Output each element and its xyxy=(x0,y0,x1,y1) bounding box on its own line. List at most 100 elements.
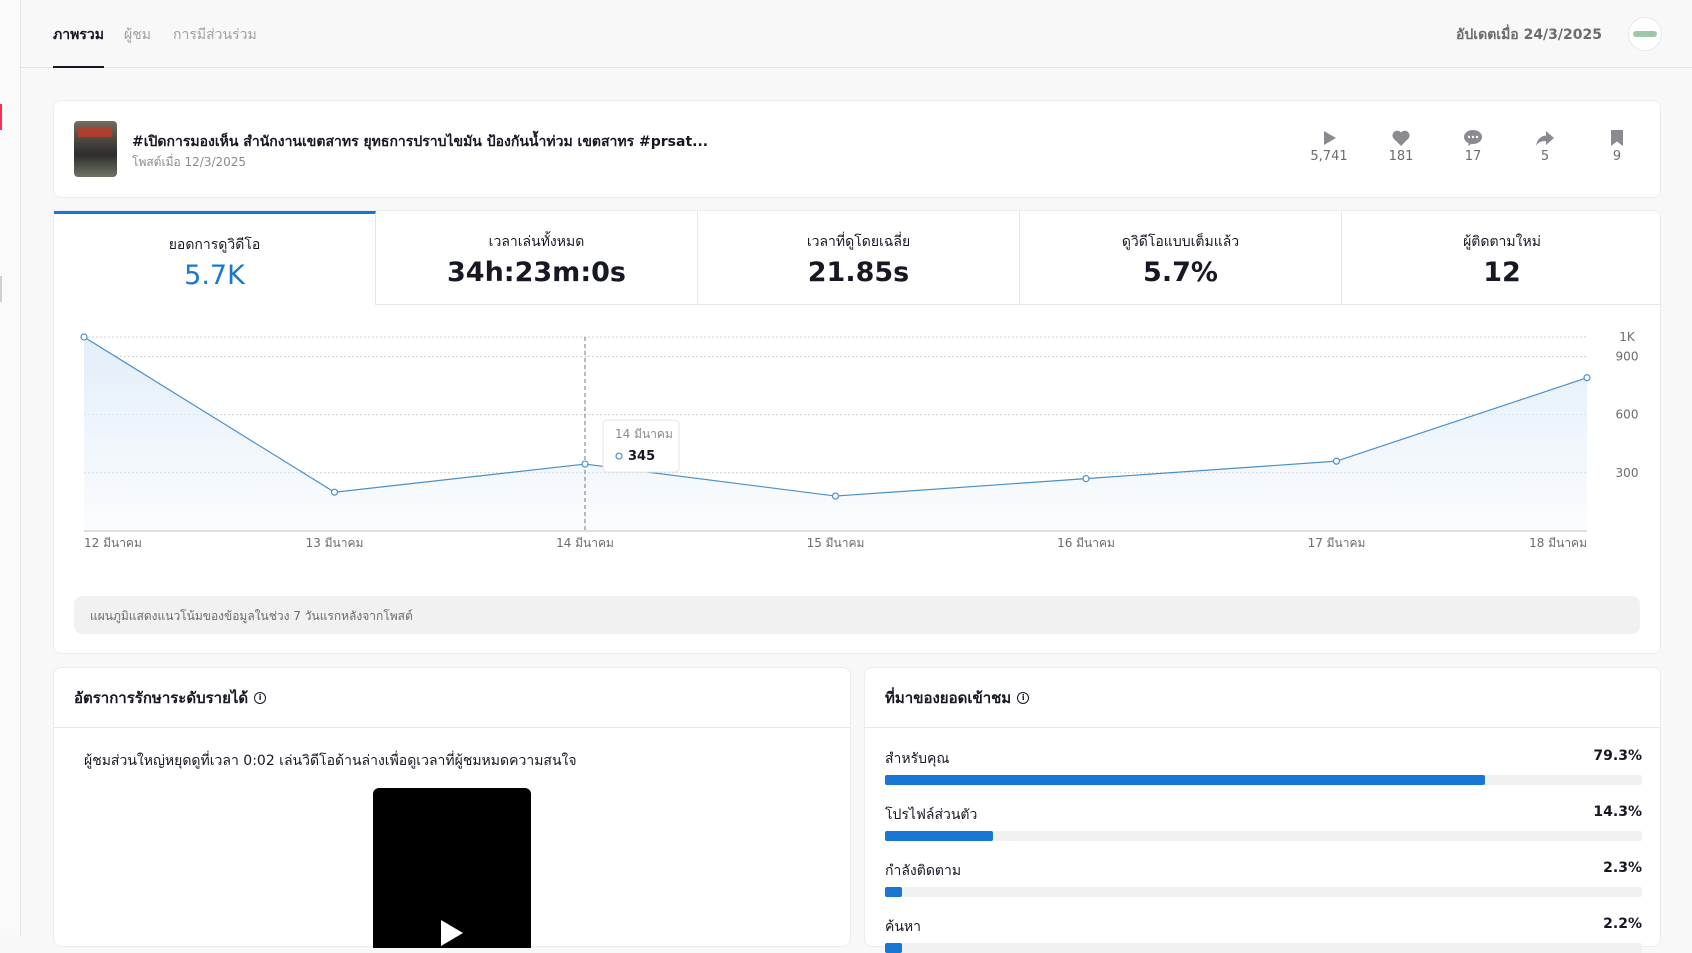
retention-card: อัตราการรักษาระดับรายได้ i ผู้ชมส่วนใหญ่… xyxy=(53,667,851,948)
series-area xyxy=(84,337,1587,531)
play-icon xyxy=(1324,131,1336,145)
metric-label: ผู้ติดตามใหม่ xyxy=(1463,234,1541,250)
data-point xyxy=(1082,475,1090,483)
heart-icon xyxy=(1392,130,1410,146)
share-icon xyxy=(1536,131,1554,146)
top-tab-bar: ภาพรวม ผู้ชม การมีส่วนร่วม อัปเดตเมื่อ 2… xyxy=(21,0,1692,68)
source-bar-fill xyxy=(885,887,903,897)
metric-value: 5.7K xyxy=(184,260,245,291)
traffic-sources-card: ที่มาของยอดเข้าชม i สำหรับคุณ 79.3% โปรไ… xyxy=(864,667,1661,953)
source-label: สำหรับคุณ xyxy=(885,751,950,767)
source-bar xyxy=(885,831,1642,841)
retention-title: อัตราการรักษาระดับรายได้ xyxy=(74,688,249,707)
source-bar xyxy=(885,775,1642,785)
metric-value: 21.85s xyxy=(807,257,910,288)
x-tick-label: 13 มีนาคม xyxy=(306,536,364,550)
y-tick-label: 600 xyxy=(1616,408,1639,422)
tab-audience[interactable]: ผู้ชม xyxy=(124,27,151,43)
source-label: กำลังติดตาม xyxy=(885,863,962,879)
data-point xyxy=(1332,457,1341,465)
source-label: โปรไฟล์ส่วนตัว xyxy=(885,807,978,823)
metric-value: 34h:23m:0s xyxy=(447,257,626,288)
x-tick-label: 18 มีนาคม xyxy=(1529,536,1587,550)
retention-description: ผู้ชมส่วนใหญ่หยุดดูที่เวลา 0:02 เล่นวิดี… xyxy=(84,753,577,769)
tab-engagement[interactable]: การมีส่วนร่วม xyxy=(173,27,257,43)
metric-tab-playtime[interactable]: เวลาเล่นทั้งหมด 34h:23m:0s xyxy=(376,211,698,305)
metric-tab-views[interactable]: ยอดการดูวิดีโอ 5.7K xyxy=(54,211,376,305)
metric-label: ยอดการดูวิดีโอ xyxy=(168,237,261,253)
chart-note: แผนภูมิแสดงแนวโน้มของข้อมูลในช่วง 7 วันแ… xyxy=(74,596,1640,634)
stat-shares-value: 5 xyxy=(1540,149,1550,164)
stat-saves: 9 xyxy=(1592,129,1642,164)
data-point xyxy=(1583,374,1591,382)
source-percent: 79.3% xyxy=(1593,748,1642,764)
data-point xyxy=(581,460,589,468)
stat-likes: 181 xyxy=(1376,129,1426,164)
tooltip-date: 14 มีนาคม xyxy=(615,427,673,441)
source-bar xyxy=(885,887,1642,897)
stat-shares: 5 xyxy=(1520,129,1570,164)
metric-label: ดูวิดีโอแบบเต็มแล้ว xyxy=(1121,234,1240,250)
data-point xyxy=(80,333,88,341)
x-tick-label: 12 มีนาคม xyxy=(84,536,142,550)
tab-overview[interactable]: ภาพรวม xyxy=(53,24,104,68)
metric-value: 12 xyxy=(1483,257,1521,288)
post-date: โพสต์เมื่อ 12/3/2025 xyxy=(132,155,247,169)
source-bar-fill xyxy=(885,943,902,953)
info-icon[interactable]: i xyxy=(1017,691,1030,704)
bookmark-icon xyxy=(1611,130,1623,146)
rail-marker xyxy=(0,276,2,302)
x-tick-label: 16 มีนาคม xyxy=(1057,536,1115,550)
thumbnail-overlay xyxy=(78,127,112,137)
rail-active-marker xyxy=(0,104,2,130)
views-chart-svg: 300 600 900 1K 12 มีนาคม 13 มีนาคม 14 มีนาคม 15… xyxy=(80,330,1639,550)
tooltip-box xyxy=(602,419,680,473)
y-tick-label: 900 xyxy=(1616,349,1639,363)
stat-views: 5,741 xyxy=(1304,129,1354,164)
source-label: ค้นหา xyxy=(885,919,922,935)
metric-tab-full-watch[interactable]: ดูวิดีโอแบบเต็มแล้ว 5.7% xyxy=(1020,211,1342,305)
post-title[interactable]: #เปิดการมองเห็น สำนักงานเขตสาทร ยุทธการป… xyxy=(132,134,709,150)
y-tick-label: 300 xyxy=(1616,466,1639,480)
stat-views-value: 5,741 xyxy=(1310,149,1348,164)
info-icon[interactable]: i xyxy=(254,691,267,704)
metric-tab-new-followers[interactable]: ผู้ติดตามใหม่ 12 xyxy=(1342,211,1662,305)
stat-likes-value: 181 xyxy=(1388,149,1414,164)
retention-video-player[interactable] xyxy=(373,788,531,948)
post-summary-card: #เปิดการมองเห็น สำนักงานเขตสาทร ยุทธการป… xyxy=(53,100,1661,198)
metric-label: เวลาที่ดูโดยเฉลี่ย xyxy=(806,234,911,250)
avatar[interactable] xyxy=(1628,17,1662,51)
source-row: กำลังติดตาม 2.3% xyxy=(885,860,1642,897)
sources-header: ที่มาของยอดเข้าชม i xyxy=(865,668,1660,728)
source-row: สำหรับคุณ 79.3% xyxy=(885,748,1642,785)
comment-icon xyxy=(1464,130,1482,146)
updated-timestamp: อัปเดตเมื่อ 24/3/2025 xyxy=(1456,27,1602,43)
metrics-card: ยอดการดูวิดีโอ 5.7K เวลาเล่นทั้งหมด 34h:… xyxy=(53,210,1662,654)
stat-comments: 17 xyxy=(1448,129,1498,164)
metric-tab-avg-watch[interactable]: เวลาที่ดูโดยเฉลี่ย 21.85s xyxy=(698,211,1020,305)
source-bar-fill xyxy=(885,775,1486,785)
views-chart[interactable]: 300 600 900 1K 12 มีนาคม 13 มีนาคม 14 มีนาคม 15… xyxy=(54,307,1662,587)
metric-label: เวลาเล่นทั้งหมด xyxy=(488,234,585,250)
play-icon[interactable] xyxy=(441,920,463,946)
metric-value: 5.7% xyxy=(1143,257,1218,288)
y-tick-label: 1K xyxy=(1619,330,1636,344)
sources-title: ที่มาของยอดเข้าชม xyxy=(885,688,1012,707)
left-rail xyxy=(0,0,21,935)
source-percent: 2.3% xyxy=(1603,860,1642,876)
source-row: โปรไฟล์ส่วนตัว 14.3% xyxy=(885,804,1642,841)
source-bar xyxy=(885,943,1642,953)
avatar-logo xyxy=(1633,31,1657,37)
data-point xyxy=(831,492,840,500)
x-tick-label: 17 มีนาคม xyxy=(1308,536,1366,550)
x-tick-label: 15 มีนาคม xyxy=(807,536,865,550)
source-bar-fill xyxy=(885,831,994,841)
post-thumbnail[interactable] xyxy=(74,121,117,177)
source-percent: 14.3% xyxy=(1593,804,1642,820)
data-point xyxy=(330,488,339,496)
stat-saves-value: 9 xyxy=(1612,149,1622,164)
tooltip-value: 345 xyxy=(628,449,655,464)
source-percent: 2.2% xyxy=(1603,916,1642,932)
retention-header: อัตราการรักษาระดับรายได้ i xyxy=(54,668,850,728)
tooltip-marker xyxy=(615,452,623,460)
